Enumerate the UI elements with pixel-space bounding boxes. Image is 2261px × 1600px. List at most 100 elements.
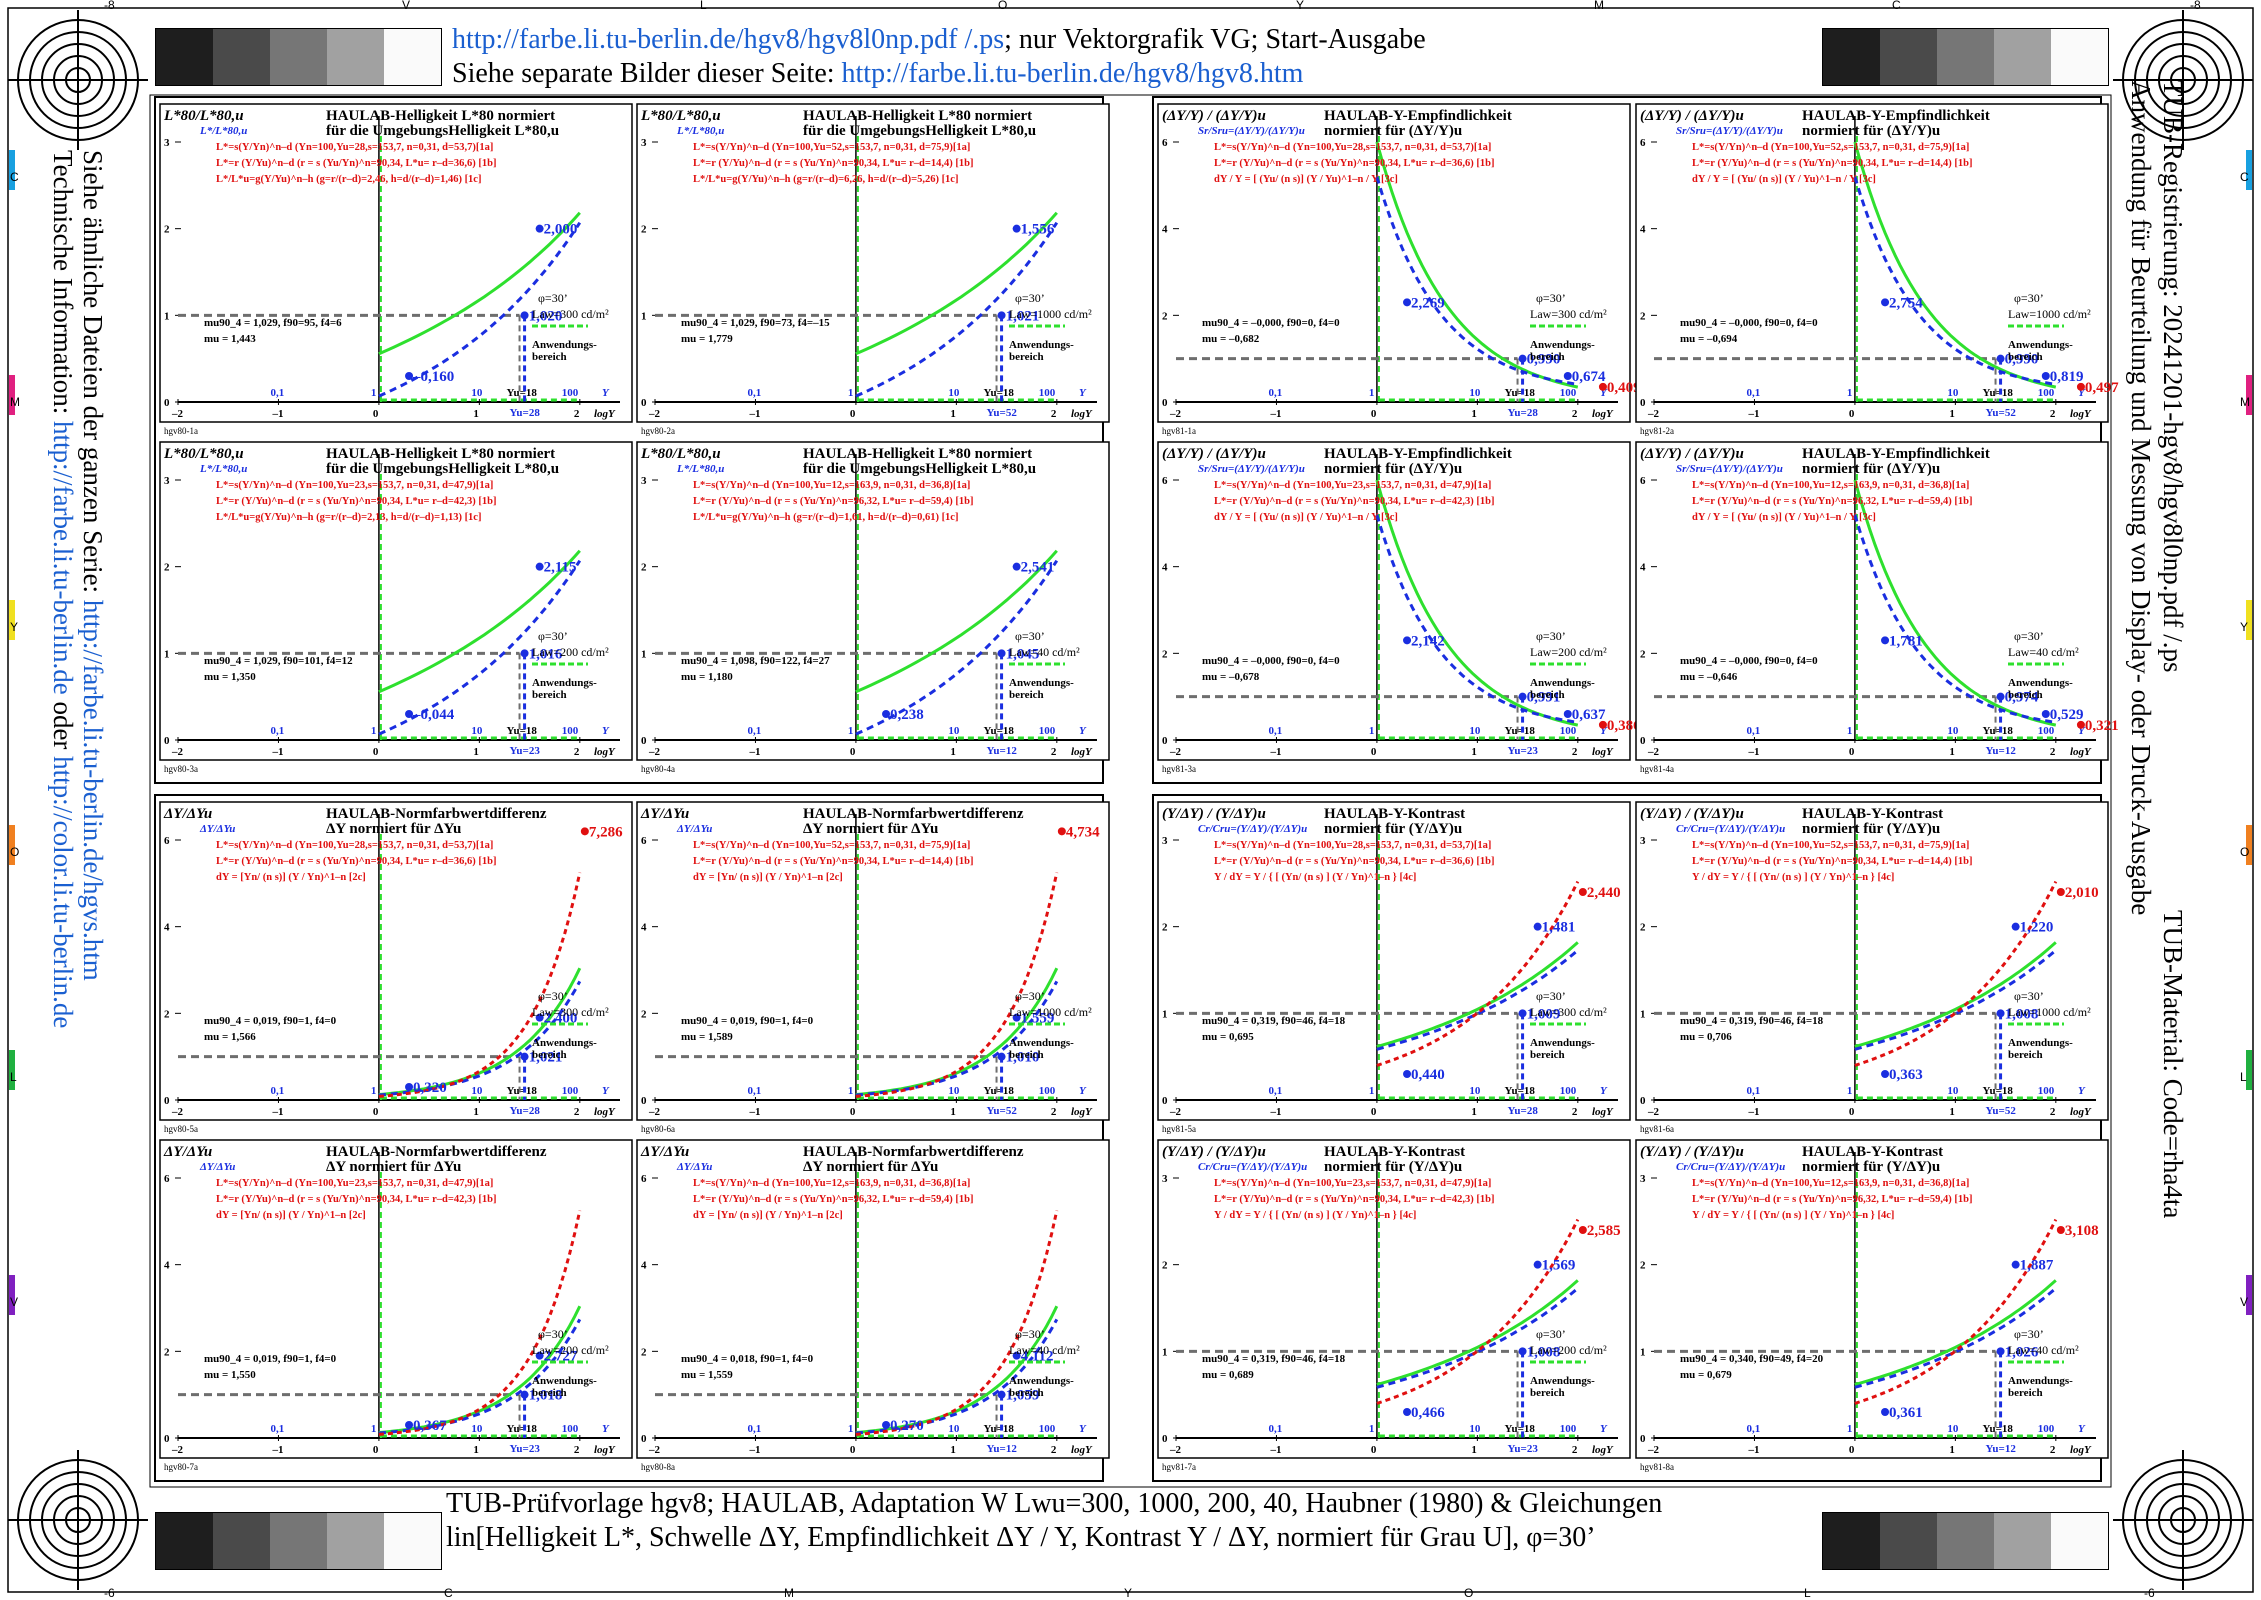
luminance-label: Law=200 cd/m² [1530,645,1607,659]
luminance-label: Law=300 cd/m² [1530,1005,1607,1019]
header-htm-link[interactable]: http://farbe.li.tu-berlin.de/hgv8/hgv8.h… [841,58,1304,89]
application-area-label: Anwendungs- [1009,1375,1074,1387]
value-point-red [1578,1226,1587,1234]
y-value-tick-label: 0,1 [1268,725,1282,737]
viewing-angle: φ=30’ [1536,629,1566,643]
value-point-mid [520,1390,529,1399]
value-point-mid [997,649,1006,658]
value-point-red [580,827,589,836]
y-value-tick-label: Yu=18 [507,1085,538,1097]
chart-heading-2: normiert für (ΔY/Y)u [1324,461,1462,477]
y-value-tick-label: 10 [1469,387,1481,399]
value-label-red: 4,734 [1066,824,1100,840]
equation-2: L*=r (Y/Yu)^n–d (r = s (Yu/Yn)^n=90,34, … [693,158,973,169]
viewing-angle: φ=30’ [1015,629,1045,643]
panel-group-frame [154,794,1104,1482]
y-value-tick-label: 10 [1469,725,1481,737]
x-tick-label: 2 [1572,746,1578,758]
application-area-label-2: bereich [2008,351,2043,363]
y-tick-label: 0 [164,735,170,747]
y-tick-label: 6 [1640,475,1646,487]
inner-border [149,94,2112,1488]
blue-dashed-curve [1853,514,2057,724]
x-tick-label: –2 [1647,408,1660,420]
chart-panel-frame [159,103,633,423]
x-tick-label: 2 [1051,1444,1057,1456]
y-value-tick-label: Yu=18 [507,1423,538,1435]
value-point-bottom [405,1083,414,1091]
value-point-mid [520,311,529,320]
y-value-tick-label: Yu=18 [984,387,1015,399]
application-area-label: Anwendungs- [532,1037,597,1049]
y-value-tick-label: 100 [2038,1423,2055,1435]
value-point-mid [997,311,1006,320]
x-tick-label: 0 [373,746,379,758]
x-tick-label: –2 [1647,746,1660,758]
x-tick-label: 2 [574,1106,580,1118]
edge-color-tick-right [2246,375,2252,415]
yu-label: Yu=52 [1986,1105,2017,1117]
yu-label: Yu=28 [510,407,541,419]
equation-1: L*=s(Y/Yn)^n–d (Yn=100,Yu=12,s=163,9, n=… [1692,480,1969,491]
y-value-tick-label: Yu=18 [1983,725,2014,737]
y-value-tick-label: Y [2078,725,2086,737]
y-value-tick-label: 0,1 [1746,725,1760,737]
chart-panel-frame [1635,103,2109,423]
green-curve [855,211,1058,356]
y-value-tick-label: 0,1 [747,1085,761,1097]
y-value-tick-label: 10 [471,1423,483,1435]
x-tick-label: 2 [574,1444,580,1456]
chart-id-label: hgv81-6a [1640,1124,1674,1134]
x-tick-label: –1 [748,1106,760,1118]
metric-line-1: mu90_4 = 1,029, f90=101, f4=12 [204,655,353,667]
value-label-bottom: –0,160 [412,369,454,385]
y-value-tick-label: Y [602,1085,610,1097]
x-tick-label: 0 [1849,1444,1855,1456]
x-tick-label: 0 [1371,408,1377,420]
equation-2: L*=r (Y/Yu)^n–d (r = s (Yu/Yn)^n=90,34, … [1214,158,1494,169]
y-value-tick-label: Y [602,725,610,737]
chart-subtitle: L*/L*80,u [676,125,724,137]
equation-1: L*=s(Y/Yn)^n–d (Yn=100,Yu=52,s=153,7, n=… [693,840,970,851]
x-axis-label: logY [594,1444,616,1456]
metric-line-2: mu = 1,550 [204,1369,256,1381]
chart-subtitle: Cr/Cru=(Y/ΔY)/(Y/ΔY)u [1198,1161,1307,1173]
edge-color-tick-left [9,1050,15,1090]
metric-line-2: mu = 1,443 [204,333,256,345]
y-tick-label: 2 [164,1008,170,1020]
y-tick-label: 1 [1640,1346,1646,1358]
value-label-top: 2,754 [1889,295,1923,311]
x-axis-label: logY [594,1106,616,1118]
yu-label: Yu=28 [1508,1105,1539,1117]
green-curve [1376,941,1579,1049]
y-value-tick-label: Yu=18 [507,387,538,399]
x-tick-label: –2 [648,1106,661,1118]
y-value-tick-label: Yu=18 [984,725,1015,737]
value-label-bottom: 0,238 [890,707,924,723]
value-label-bottom: 0,440 [1411,1067,1445,1083]
chart-title: L*80/L*80,u [163,446,244,462]
y-value-tick-label: Y [1079,1423,1087,1435]
y-value-tick-label: 10 [1469,1085,1481,1097]
edge-mark-bottom: M [784,1586,794,1600]
value-label-red: 0,409 [1607,380,1641,396]
value-point-top [535,1351,544,1360]
registration-target-top-left [8,10,148,150]
value-label-red: 2,440 [1587,885,1621,901]
y-tick-label: 0 [641,397,647,409]
x-axis-label: logY [2070,408,2092,420]
green-curve [855,549,1058,694]
x-tick-label: 0 [850,746,856,758]
x-tick-label: –2 [1169,408,1182,420]
value-point-mid [1996,354,2005,363]
equation-1: L*=s(Y/Yn)^n–d (Yn=100,Yu=28,s=153,7, n=… [216,142,493,153]
header-pdf-link[interactable]: http://farbe.li.tu-berlin.de/hgv8/hgv8l0… [452,24,1005,55]
y-tick-label: 2 [1640,922,1646,934]
application-area-label: Anwendungs- [1530,1037,1595,1049]
y-tick-label: 0 [1162,1433,1168,1445]
y-value-tick-label: 10 [948,725,960,737]
edge-mark-bottom: -6 [104,1586,115,1600]
y-tick-label: 1 [1162,1346,1168,1358]
